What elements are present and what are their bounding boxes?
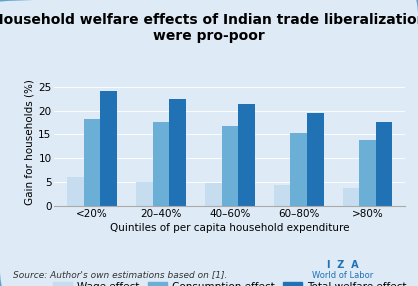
Bar: [153, 122, 169, 206]
Bar: [205, 183, 222, 206]
X-axis label: Quintiles of per capita household expenditure: Quintiles of per capita household expend…: [110, 223, 349, 233]
Bar: [238, 104, 255, 206]
Text: Source: Author's own estimations based on [1].: Source: Author's own estimations based o…: [13, 270, 227, 279]
Text: I  Z  A: I Z A: [327, 260, 359, 270]
Bar: [274, 185, 291, 206]
Bar: [307, 113, 324, 206]
Bar: [291, 133, 307, 206]
Bar: [359, 140, 376, 206]
Bar: [84, 119, 100, 206]
Y-axis label: Gain for households (%): Gain for households (%): [24, 79, 34, 204]
Bar: [343, 188, 359, 206]
Legend: Wage effect, Consumption effect, Total welfare effect: Wage effect, Consumption effect, Total w…: [49, 278, 410, 286]
Bar: [136, 182, 153, 206]
Bar: [376, 122, 393, 206]
Bar: [222, 126, 238, 206]
Bar: [169, 99, 186, 206]
Bar: [67, 177, 84, 206]
Text: World of Labor: World of Labor: [312, 271, 373, 280]
Bar: [100, 91, 117, 206]
Text: Household welfare effects of Indian trade liberalization
were pro-poor: Household welfare effects of Indian trad…: [0, 13, 418, 43]
